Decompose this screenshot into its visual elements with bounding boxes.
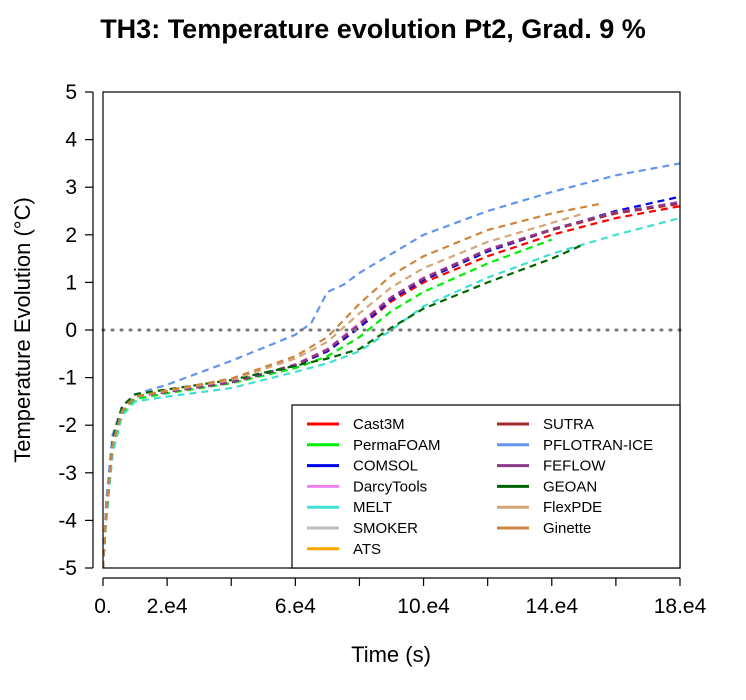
series-line-10 [103,243,585,568]
x-tick-label-2: 6.e4 [275,595,316,618]
legend-label-4: MELT [353,499,392,516]
series-line-4 [103,217,680,568]
series-layer [103,162,680,568]
legend-label-1: PermaFOAM [353,437,441,454]
legend-label-7: SUTRA [543,416,594,433]
y-axis-label: Temperature Evolution (°C) [10,197,35,463]
y-tick-label-8: 3 [65,176,77,199]
series-line-9 [103,201,680,568]
legend-label-6: ATS [353,541,381,558]
x-tick-label-0: 0. [94,595,112,618]
legend-label-12: Ginette [543,520,591,537]
y-tick-label-3: -2 [58,414,77,437]
series-line-12 [103,202,601,568]
legend-label-11: FlexPDE [543,499,602,516]
legend-box [291,404,681,569]
y-tick-label-6: 1 [65,271,77,294]
chart-title: TH3: Temperature evolution Pt2, Grad. 9 … [100,14,646,44]
legend-label-10: GEOAN [543,478,597,495]
legend-label-2: COMSOL [353,458,418,475]
x-axis-label: Time (s) [351,642,431,667]
legend-label-0: Cast3M [353,416,405,433]
legend-label-5: SMOKER [353,520,418,537]
y-tick-label-5: 0 [65,319,77,342]
legend-label-8: PFLOTRAN-ICE [543,437,653,454]
y-tick-label-9: 4 [65,129,77,152]
x-tick-label-5: 18.e4 [654,595,707,618]
y-tick-label-2: -3 [58,462,77,485]
legend-label-9: FEFLOW [543,458,606,475]
x-tick-label-4: 14.e4 [525,595,578,618]
legend-label-3: DarcyTools [353,478,427,495]
axes-layer: 0. 2.e4 6.e4 10.e4 14.e4 18.e4 -5 -4 -3 -2 -1 0 1 2 3 4… [58,81,706,618]
y-tick-label-0: -5 [58,557,77,580]
x-tick-label-1: 2.e4 [147,595,188,618]
y-tick-label-4: -1 [58,367,77,390]
x-tick-label-3: 10.e4 [397,595,450,618]
legend: Cast3M PermaFOAM COMSOL DarcyTools MELT SMOKE… [291,404,681,569]
y-tick-label-7: 2 [65,224,77,247]
y-tick-label-10: 5 [65,81,77,104]
y-tick-label-1: -4 [58,509,77,532]
